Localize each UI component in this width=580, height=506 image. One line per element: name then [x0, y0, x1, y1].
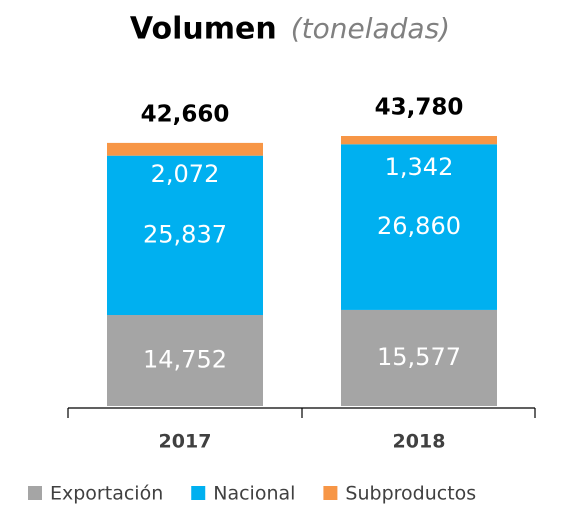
bar-segment	[107, 155, 263, 316]
x-tick-label: 2018	[393, 431, 446, 453]
bar-segment	[341, 309, 497, 406]
legend-swatch	[28, 486, 42, 500]
chart-subtitle: (toneladas)	[291, 12, 450, 45]
legend-label: Subproductos	[345, 483, 476, 505]
total-label: 43,780	[375, 95, 464, 121]
bar-segment	[107, 315, 263, 406]
bar-segment	[107, 142, 263, 156]
value-label: 1,342	[385, 153, 454, 181]
bar-segment	[341, 136, 497, 145]
legend-label: Exportación	[50, 483, 163, 505]
x-axis	[67, 407, 536, 418]
value-label: 25,837	[143, 220, 227, 248]
value-label: 2,072	[151, 160, 220, 188]
value-label: 15,577	[377, 343, 461, 371]
legend-swatch	[191, 486, 206, 500]
bar-segment	[341, 144, 497, 310]
legend-label: Nacional	[213, 483, 295, 505]
value-label: 14,752	[143, 346, 227, 374]
chart-title: Volumen	[130, 12, 277, 47]
x-tick-label: 2017	[159, 431, 212, 453]
legend-swatch	[323, 486, 338, 500]
value-label: 26,860	[377, 212, 461, 240]
total-label: 42,660	[141, 101, 230, 127]
